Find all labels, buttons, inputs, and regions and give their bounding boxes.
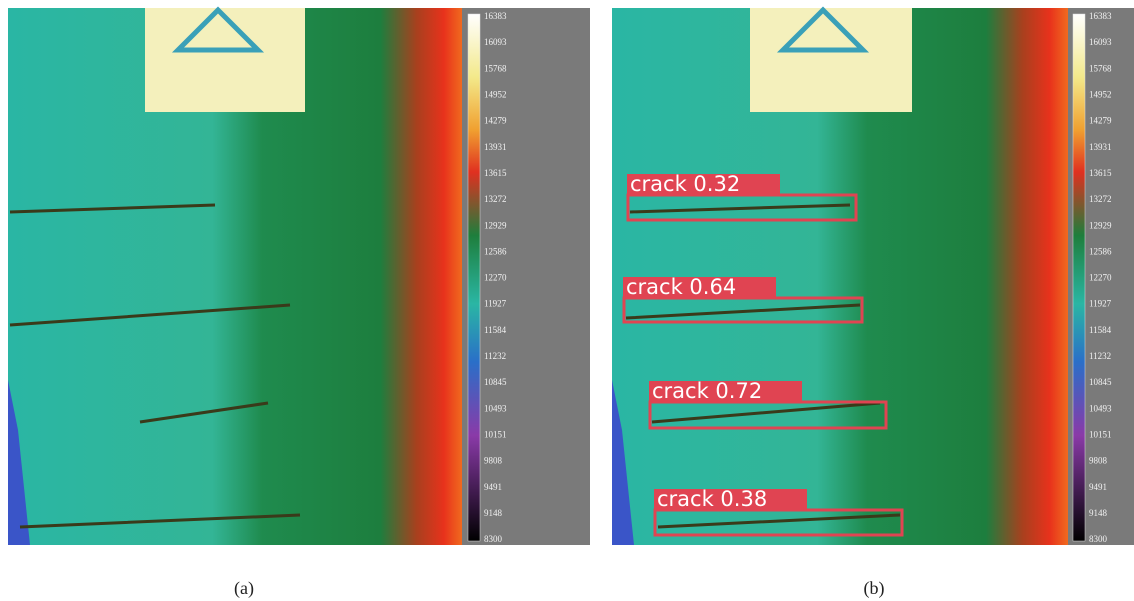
colorbar-label: 9148 [1089, 508, 1108, 518]
colorbar-label: 13615 [1089, 168, 1112, 178]
colorbar-label: 16093 [1089, 37, 1112, 47]
colorbar-label: 14952 [484, 90, 507, 100]
detection-label: crack 0.32 [630, 172, 740, 196]
colorbar-label: 11232 [484, 351, 506, 361]
colorbar-label: 13931 [1089, 142, 1112, 152]
colorbar-label: 10493 [1089, 403, 1112, 413]
colorbar [468, 14, 480, 541]
colorbar-label: 11927 [484, 299, 507, 309]
colorbar-label: 16383 [1089, 11, 1112, 21]
sign [145, 8, 305, 112]
colorbar-label: 12929 [484, 220, 507, 230]
sign [750, 8, 912, 112]
colorbar-label: 9491 [484, 482, 502, 492]
colorbar-label: 13272 [1089, 194, 1112, 204]
colorbar [1073, 14, 1085, 541]
caption: (b) [864, 578, 885, 599]
panel-b: 16383 16093 15768 14952 14279 13931 13615 13272… [612, 8, 1134, 545]
colorbar-label: 11584 [1089, 325, 1112, 335]
colorbar-bg [462, 8, 590, 545]
colorbar-label: 15768 [1089, 63, 1112, 73]
detection-label: crack 0.72 [652, 379, 762, 403]
colorbar-label: 15768 [484, 63, 507, 73]
colorbar-label: 13272 [484, 194, 507, 204]
colorbar-label: 12586 [484, 246, 507, 256]
colorbar-label: 13615 [484, 168, 507, 178]
colorbar-label: 12929 [1089, 220, 1112, 230]
colorbar-label: 12270 [484, 273, 507, 283]
colorbar-label: 8300 [1089, 534, 1108, 544]
colorbar-label: 12586 [1089, 246, 1112, 256]
colorbar-label: 10151 [1089, 429, 1112, 439]
colorbar-label: 9491 [1089, 482, 1107, 492]
detection-label: crack 0.64 [626, 275, 736, 299]
colorbar-label: 16383 [484, 11, 507, 21]
colorbar-label: 16093 [484, 37, 507, 47]
colorbar-label: 9148 [484, 508, 503, 518]
colorbar-label: 10493 [484, 403, 507, 413]
colorbar-label: 11927 [1089, 299, 1112, 309]
colorbar-label: 10845 [484, 377, 507, 387]
colorbar-label: 10151 [484, 429, 507, 439]
colorbar-label: 9808 [1089, 456, 1108, 466]
caption: (a) [234, 578, 254, 599]
colorbar-label: 9808 [484, 456, 503, 466]
colorbar-label: 13931 [484, 142, 507, 152]
figure: 16383 16093 15768 14952 14279 13931 13615 13272… [0, 0, 1134, 601]
colorbar-label: 12270 [1089, 273, 1112, 283]
colorbar-label: 8300 [484, 534, 503, 544]
detection-label: crack 0.38 [657, 487, 767, 511]
colorbar-label: 14279 [1089, 116, 1112, 126]
colorbar-label: 14279 [484, 116, 507, 126]
colorbar-label: 14952 [1089, 90, 1112, 100]
colorbar-label: 11584 [484, 325, 507, 335]
colorbar-label: 11232 [1089, 351, 1111, 361]
colorbar-label: 10845 [1089, 377, 1112, 387]
panel-a: 16383 16093 15768 14952 14279 13931 13615 13272… [8, 8, 590, 545]
